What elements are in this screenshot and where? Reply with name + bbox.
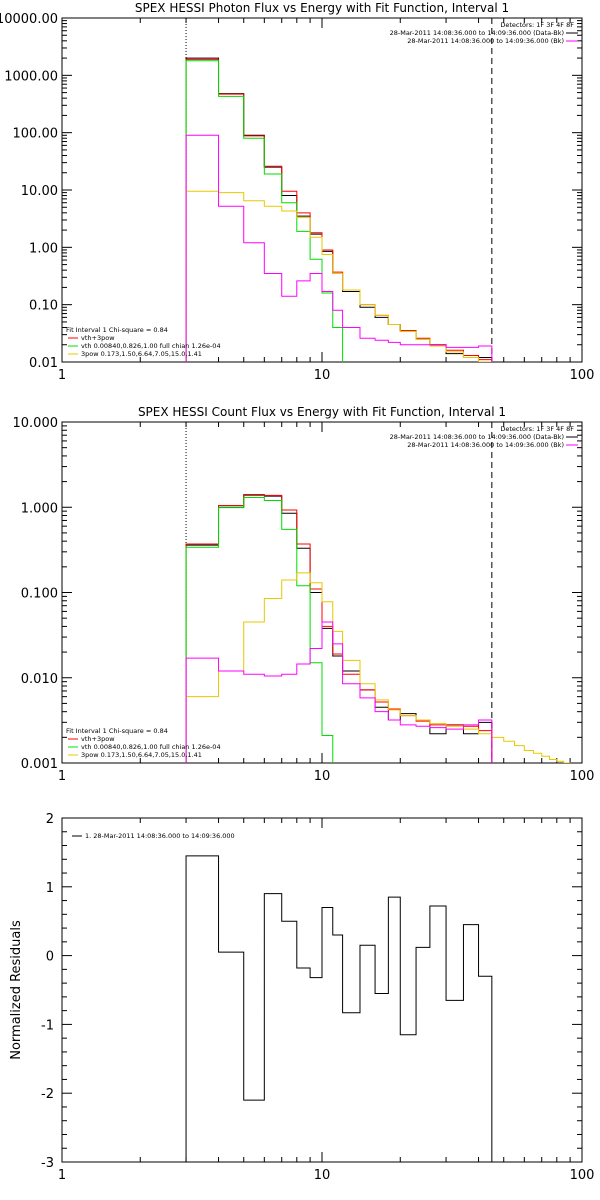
x-tick-label: 1 [58,368,66,383]
legend-entry: 3pow 0.173,1.50,6.64,7.05,15.0,1.41 [81,751,202,759]
legend-header: Fit Interval 1 Chi-square = 0.84 [66,326,168,334]
y-tick-label: 1.00 [29,241,58,256]
legend-entry: 3pow 0.173,1.50,6.64,7.05,15.0,1.41 [81,350,202,358]
legend-entry: vth+3pow [81,334,115,342]
series-data [185,494,493,763]
series-group [185,494,571,763]
y-tick-label: 1000.00 [4,69,58,84]
y-tick-label: 1.000 [21,501,58,516]
legend: 1. 28-Mar-2011 14:08:36.000 to 14:09:36.… [72,832,235,840]
x-tick-label: 10 [314,368,331,383]
y-tick-label: 0.10 [29,299,58,314]
legend-bottom: Fit Interval 1 Chi-square = 0.84vth+3pow… [66,727,221,759]
plot-frame [61,17,583,363]
y-tick-label: 10.000 [13,416,59,431]
series-3pow [185,190,493,362]
panel-1: SPEX HESSI Photon Flux vs Energy with Fi… [0,1,595,383]
x-tick-label: 1 [58,769,66,784]
legend-entry: vth+3pow [81,735,115,743]
series-residuals [185,855,493,1162]
panel-3: 1 10 100 -3 -2 -1 0 1 2 Normalized Residuals 1. 28… [9,812,594,1183]
y-tick-label: 1 [46,881,54,896]
y-tick-label: -2 [41,1087,54,1102]
legend-entry: vth 0.00840,0.826,1.00 full chian 1.26e-… [81,743,221,751]
series-3pow [185,572,571,763]
series-bk [185,621,493,763]
x-tick-label: 1 [58,1168,66,1183]
x-tick-label: 100 [570,769,595,784]
chart-title: SPEX HESSI Photon Flux vs Energy with Fi… [135,1,509,15]
legend-entry: 28-Mar-2011 14:08:36.000 to 14:09:36.000… [407,441,564,449]
legend-entry: 28-Mar-2011 14:08:36.000 to 14:09:36.000… [407,37,564,45]
series-vth [185,497,334,763]
series-vth [185,60,344,362]
y-axis-label: Normalized Residuals [9,920,24,1060]
y-tick-label: 0.001 [21,757,58,772]
x-tick-label: 10 [314,769,331,784]
legend-header: Detectors: 1F 3F 4F 8F [500,21,574,29]
panel-2: SPEX HESSI Count Flux vs Energy with Fit… [13,405,595,784]
legend-bottom: Fit Interval 1 Chi-square = 0.84vth+3pow… [66,326,221,358]
series-bk [185,134,493,362]
legend-entry: vth 0.00840,0.826,1.00 full chian 1.26e-… [81,342,221,350]
y-tick-label: 0.01 [29,356,58,371]
x-tick-label: 100 [570,1168,595,1183]
plot-frame [61,817,583,1163]
legend-header: Fit Interval 1 Chi-square = 0.84 [66,727,168,735]
series-group [185,855,493,1162]
y-tick-label: 0.100 [21,587,58,602]
y-tick-label: 2 [46,812,54,827]
legend-entry: 28-Mar-2011 14:08:36.000 to 14:09:36.000… [390,433,564,441]
y-tick-label: -3 [41,1156,54,1171]
legend-entry: 1. 28-Mar-2011 14:08:36.000 to 14:09:36.… [85,832,235,840]
x-tick-label: 100 [570,368,595,383]
legend-header: Detectors: 1F 3F 4F 8F [500,425,574,433]
y-tick-label: 0.010 [21,672,58,687]
series-vth_plus_3pow [185,494,493,763]
legend-entry: 28-Mar-2011 14:08:36.000 to 14:09:36.000… [390,29,564,37]
x-tick-label: 10 [314,1168,331,1183]
y-tick-label: -1 [41,1018,54,1033]
y-tick-label: 0 [46,950,54,965]
y-tick-label: 10000.00 [0,12,58,27]
chart-title: SPEX HESSI Count Flux vs Energy with Fit… [138,405,506,419]
y-tick-label: 10.00 [21,184,58,199]
series-group [185,57,493,362]
y-tick-label: 100.00 [13,127,59,142]
